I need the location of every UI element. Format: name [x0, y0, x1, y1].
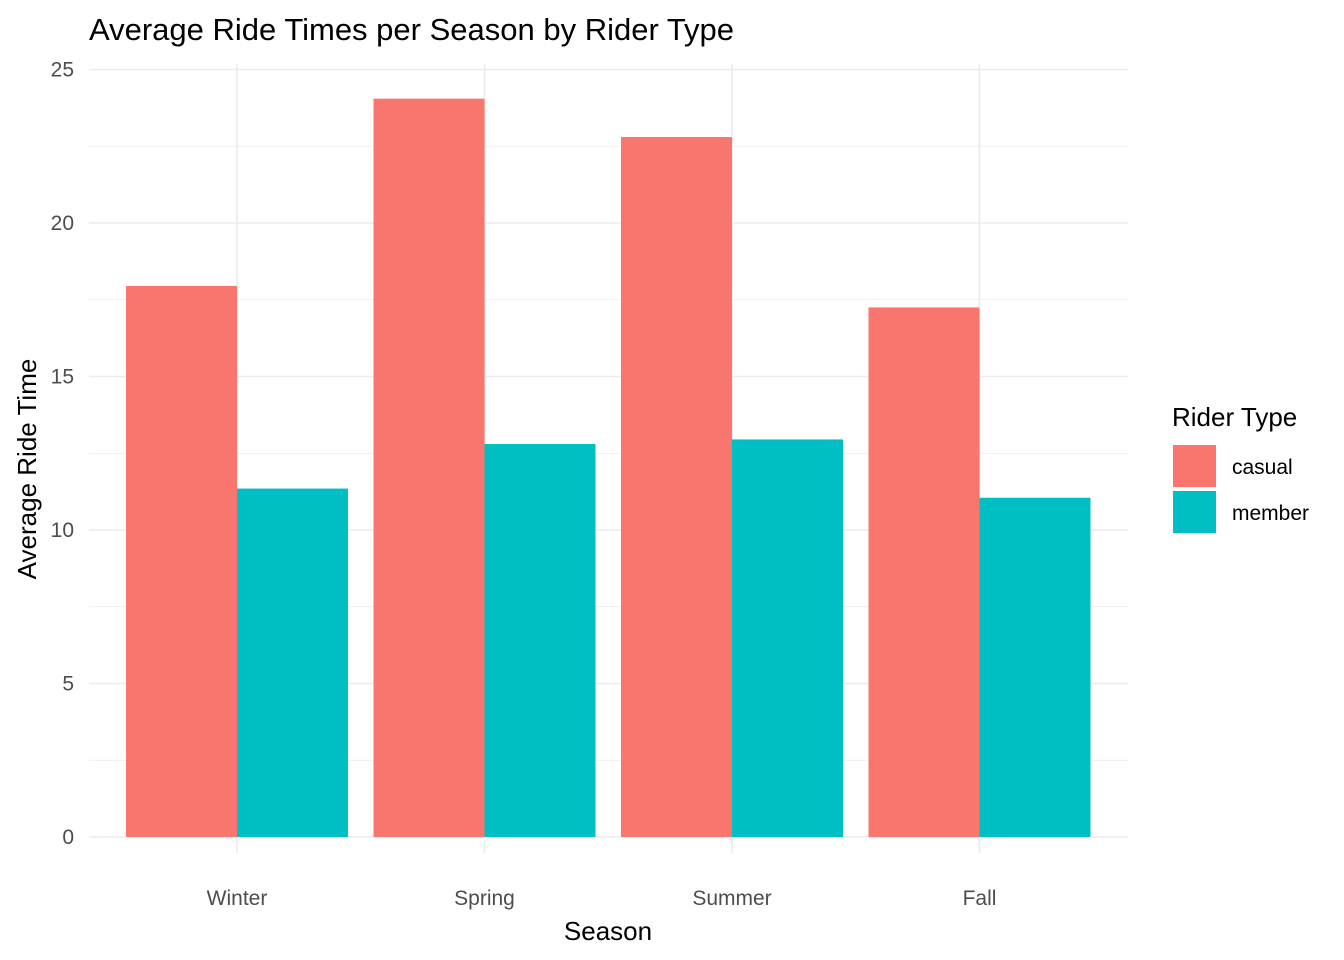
legend-swatch-casual: [1173, 445, 1216, 487]
bar-member-fall: [979, 497, 1091, 837]
legend: Rider Type casual member: [1172, 402, 1309, 533]
bar-casual-spring: [373, 98, 485, 838]
bars: [126, 98, 1091, 838]
bar-casual-winter: [126, 285, 237, 837]
y-tick-label: 15: [51, 366, 74, 389]
x-axis-ticks: Winter Spring Summer Fall: [207, 887, 997, 910]
bar-casual-fall: [868, 307, 980, 837]
x-tick-label: Winter: [207, 887, 268, 910]
y-tick-label: 10: [51, 519, 74, 542]
legend-label-member: member: [1232, 502, 1309, 525]
bar-member-winter: [237, 488, 348, 837]
legend-title: Rider Type: [1172, 402, 1297, 432]
legend-label-casual: casual: [1232, 456, 1293, 479]
y-tick-label: 5: [62, 673, 74, 696]
y-axis-ticks: 0 5 10 15 20 25: [51, 59, 74, 850]
bar-member-spring: [484, 444, 596, 837]
y-tick-label: 20: [51, 212, 74, 235]
chart-title: Average Ride Times per Season by Rider T…: [89, 12, 734, 47]
y-axis-title: Average Ride Time: [12, 359, 42, 580]
x-tick-label: Spring: [454, 887, 515, 910]
x-tick-label: Summer: [692, 887, 771, 910]
legend-swatch-member: [1173, 491, 1216, 533]
bar-casual-summer: [621, 137, 732, 838]
x-axis-title: Season: [564, 916, 652, 946]
y-tick-label: 0: [62, 826, 74, 849]
x-tick-label: Fall: [963, 887, 997, 910]
y-tick-label: 25: [51, 59, 74, 82]
bar-member-summer: [732, 439, 843, 837]
